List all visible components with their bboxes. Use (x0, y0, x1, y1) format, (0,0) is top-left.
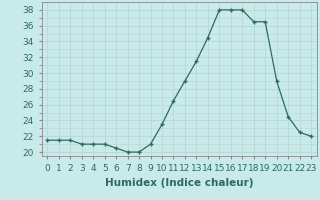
X-axis label: Humidex (Indice chaleur): Humidex (Indice chaleur) (105, 178, 253, 188)
